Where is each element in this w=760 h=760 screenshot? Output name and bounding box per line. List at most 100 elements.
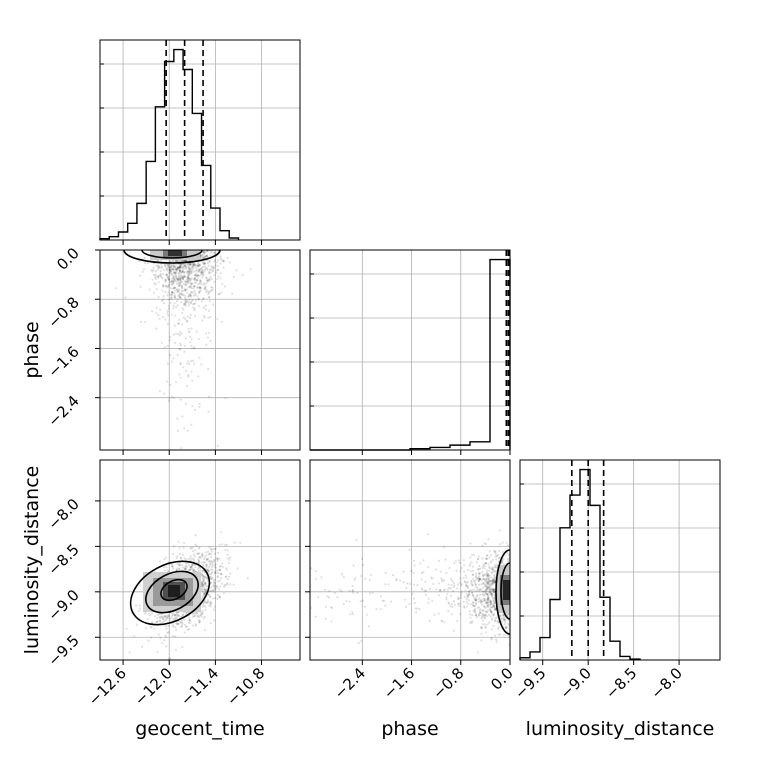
scatter-point (182, 278, 185, 281)
scatter-point (497, 626, 500, 629)
scatter-point (444, 558, 447, 561)
scatter-point (177, 272, 180, 275)
scatter-point (485, 571, 488, 574)
scatter-point (158, 615, 161, 618)
scatter-point (188, 269, 191, 272)
scatter-point (493, 564, 496, 567)
scatter-point (489, 600, 492, 603)
scatter-point (202, 569, 205, 572)
scatter-point (172, 624, 175, 627)
scatter-point (155, 312, 158, 315)
scatter-point (206, 558, 209, 561)
scatter-point (197, 558, 200, 561)
histogram-geocent-time (99, 48, 240, 240)
scatter-point (175, 259, 178, 262)
scatter-point (201, 554, 205, 557)
scatter-point (203, 262, 207, 265)
scatter-point (413, 559, 416, 563)
scatter-point (185, 266, 188, 269)
scatter-point (181, 622, 184, 625)
scatter-point (201, 590, 204, 593)
scatter-point (170, 564, 174, 567)
scatter-point (218, 543, 221, 546)
scatter-point (445, 571, 448, 575)
scatter-point (206, 267, 209, 270)
x-axis-label-geocent-time: geocent_time (135, 718, 264, 740)
scatter-point (173, 289, 176, 292)
scatter-point (481, 557, 484, 560)
scatter-point (480, 589, 483, 592)
scatter-point (207, 295, 211, 298)
scatter-point (174, 635, 177, 638)
scatter-point (175, 268, 178, 271)
scatter-point (152, 266, 155, 269)
scatter-point (232, 583, 235, 586)
scatter-point (177, 613, 180, 617)
scatter-point (172, 277, 175, 280)
scatter-point (488, 608, 492, 611)
scatter-point (179, 279, 182, 282)
scatter-point (189, 565, 192, 568)
scatter-point (349, 613, 352, 616)
scatter-point (171, 291, 174, 294)
scatter-point (213, 571, 216, 575)
scatter-point (483, 585, 486, 589)
scatter-point (495, 616, 498, 619)
scatter-point (387, 583, 390, 586)
scatter-point (488, 587, 491, 590)
scatter-point (476, 558, 480, 561)
scatter-point (175, 622, 178, 625)
scatter-point (191, 563, 195, 566)
scatter-point (492, 604, 495, 607)
scatter-point (202, 315, 205, 318)
scatter-point (200, 283, 203, 286)
scatter-point (168, 657, 171, 660)
scatter-point (210, 560, 213, 563)
scatter-point (178, 269, 181, 272)
scatter-point (490, 611, 493, 614)
scatter-point (488, 566, 491, 570)
scatter-point (187, 331, 190, 334)
scatter-point (475, 561, 478, 564)
scatter-point (177, 564, 180, 567)
scatter-point (481, 623, 484, 626)
scatter-point (213, 260, 216, 263)
scatter-point (490, 571, 493, 574)
scatter-point (191, 298, 194, 302)
scatter-point (178, 265, 181, 268)
scatter-point (477, 651, 480, 654)
scatter-point (205, 601, 208, 604)
scatter-point (192, 461, 194, 463)
scatter-point (180, 259, 183, 262)
scatter-point (188, 569, 191, 572)
scatter-point (476, 616, 479, 619)
scatter-point (218, 568, 221, 572)
scatter-point (220, 573, 223, 576)
scatter-point (493, 575, 496, 578)
scatter-point (212, 269, 215, 272)
scatter-point (197, 556, 201, 559)
scatter-point (176, 615, 179, 618)
scatter-point (502, 617, 505, 620)
scatter-point (206, 279, 209, 282)
scatter-point (462, 600, 465, 603)
scatter-point (484, 606, 487, 610)
contour-luminosity-distance-vs-phase-1 (500, 562, 510, 620)
scatter-point (144, 262, 147, 265)
scatter-point (194, 314, 197, 318)
scatter-point (203, 262, 206, 265)
scatter-point (422, 559, 425, 562)
scatter-point (214, 586, 217, 590)
scatter-point (216, 558, 219, 561)
scatter-point (179, 376, 182, 379)
scatter-point (456, 597, 459, 601)
scatter-point (184, 283, 187, 287)
scatter-point (167, 624, 170, 628)
scatter-point (479, 626, 482, 629)
scatter-point (478, 606, 481, 609)
scatter-point (195, 274, 198, 277)
scatter-point (200, 574, 203, 577)
scatter-point (191, 266, 194, 269)
scatter-point (189, 285, 193, 288)
scatter-point (379, 608, 382, 611)
